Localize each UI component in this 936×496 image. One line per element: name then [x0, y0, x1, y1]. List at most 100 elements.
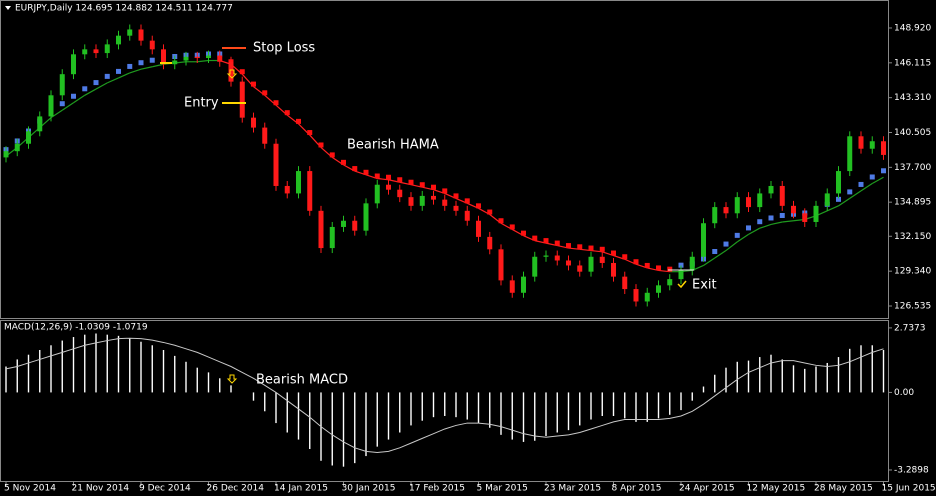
ma-line — [140, 66, 153, 70]
candle-body — [82, 49, 88, 55]
hama-block — [329, 152, 335, 158]
hama-block — [768, 215, 774, 221]
ma-line — [152, 63, 164, 68]
y-tick-label: 146.115 — [894, 58, 931, 68]
candle-body — [802, 213, 808, 222]
hama-block — [273, 100, 279, 106]
candle-body — [543, 255, 549, 257]
signal-arrow — [226, 69, 238, 79]
x-tick-label: 24 Apr 2015 — [679, 484, 735, 494]
candle-body — [779, 185, 785, 206]
candle-body — [858, 136, 864, 149]
candle-body — [14, 143, 20, 152]
annotation: Entry — [184, 96, 219, 111]
candle-body — [498, 249, 504, 281]
y-tick-label: 140.505 — [894, 128, 931, 138]
candle-body — [341, 220, 346, 227]
ma-line — [849, 190, 862, 199]
ma-line — [759, 223, 772, 229]
hama-block — [611, 250, 616, 256]
candle-body — [251, 117, 256, 128]
ma-line — [770, 221, 783, 226]
hama-block — [577, 244, 583, 250]
candle-body — [464, 210, 470, 221]
macd-arrow — [226, 374, 238, 384]
candle-body — [352, 220, 358, 231]
annotation: Stop Loss — [253, 41, 315, 56]
candle-body — [577, 265, 583, 272]
hama-block — [71, 93, 76, 99]
hama-block — [408, 179, 414, 185]
hama-block — [622, 254, 628, 260]
hama-block — [498, 218, 504, 224]
x-tick-label: 30 Jan 2015 — [342, 484, 396, 494]
ma-line — [118, 72, 130, 79]
ma-line — [838, 197, 851, 207]
candle-body — [532, 256, 538, 277]
ma-line — [748, 227, 761, 235]
candle-body — [228, 61, 234, 82]
ma-line — [725, 241, 738, 252]
ma-line — [782, 220, 794, 223]
macd-title: MACD(12,26,9) -1.0309 -1.0719 — [4, 323, 148, 333]
y-tick-label: 148.920 — [894, 23, 931, 33]
candle-body — [791, 205, 796, 214]
candle-body — [183, 56, 189, 61]
hama-block — [307, 130, 313, 136]
hama-block — [599, 246, 605, 252]
hama-block — [656, 265, 661, 271]
hama-block — [847, 189, 853, 195]
ma-line — [703, 257, 716, 266]
candle-body — [431, 195, 436, 200]
hama-block — [487, 209, 493, 215]
hama-block — [521, 230, 526, 236]
hama-block — [363, 169, 369, 175]
ma-line — [84, 88, 97, 96]
hama-block — [734, 232, 740, 238]
ma-line — [107, 77, 119, 84]
candle-body — [397, 189, 403, 198]
candle-body — [746, 197, 751, 208]
candle-body — [487, 236, 493, 250]
x-tick-label: 15 Jun 2015 — [882, 484, 936, 494]
candle-body — [644, 292, 650, 302]
candle-body — [408, 197, 414, 206]
candle-body — [554, 255, 560, 261]
candle-body — [374, 184, 380, 204]
candle-body — [239, 81, 245, 118]
candle-body — [509, 280, 515, 293]
candle-body — [296, 171, 301, 194]
candle-body — [599, 256, 605, 263]
x-tick-label: 14 Jan 2015 — [274, 484, 328, 494]
candle-body — [419, 195, 425, 206]
candle-body — [329, 226, 335, 249]
hama-block — [419, 182, 425, 188]
candle-body — [116, 35, 121, 45]
y-tick-label: 129.340 — [894, 267, 931, 277]
candle-body — [48, 95, 54, 117]
candle-body — [172, 60, 178, 65]
hama-block — [836, 196, 841, 202]
candle-body — [262, 127, 268, 144]
ma-line — [860, 182, 873, 192]
hama-block — [757, 219, 763, 225]
candle-body — [836, 171, 841, 194]
candle-body — [363, 203, 369, 231]
annotation: Bearish HAMA — [347, 138, 439, 153]
ma-line — [73, 94, 86, 104]
hama-block — [667, 266, 673, 272]
hama-block — [442, 188, 448, 194]
hama-block — [678, 262, 684, 268]
hama-block — [374, 173, 380, 179]
candle-body — [273, 143, 279, 186]
ma-line — [129, 68, 142, 74]
hama-block — [82, 86, 88, 92]
candle-body — [37, 116, 43, 132]
hama-block — [341, 159, 346, 165]
plot-area: 148.920 146.115 143.310 140.505 137.700 134.8… — [3, 23, 936, 494]
candle-body — [127, 29, 133, 36]
hama-block — [869, 174, 875, 180]
x-tick-label: 12 May 2015 — [747, 484, 806, 494]
x-tick-label: 17 Feb 2015 — [409, 484, 465, 494]
